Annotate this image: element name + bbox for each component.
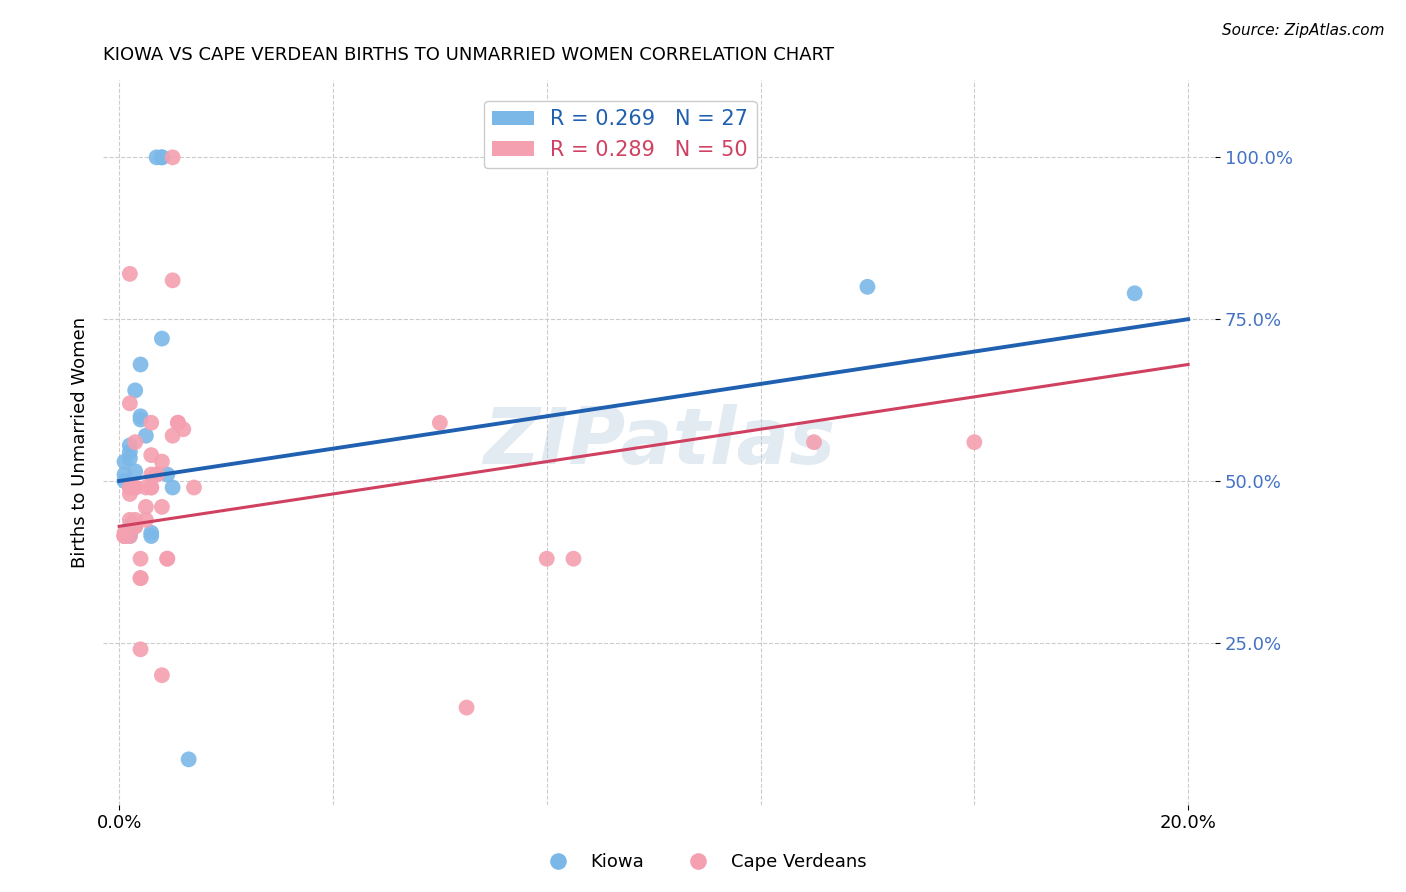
Point <box>1123 286 1146 301</box>
Point <box>156 551 179 566</box>
Point <box>124 464 146 478</box>
Point <box>129 409 152 424</box>
Point <box>150 150 173 164</box>
Point <box>156 551 179 566</box>
Point <box>562 551 585 566</box>
Point <box>150 668 173 682</box>
Point <box>135 513 157 527</box>
Point <box>141 481 163 495</box>
Legend: Kiowa, Cape Verdeans: Kiowa, Cape Verdeans <box>533 847 873 879</box>
Point <box>141 529 163 543</box>
Point <box>162 273 184 287</box>
Text: KIOWA VS CAPE VERDEAN BIRTHS TO UNMARRIED WOMEN CORRELATION CHART: KIOWA VS CAPE VERDEAN BIRTHS TO UNMARRIE… <box>103 46 834 64</box>
Point <box>118 396 141 410</box>
Point <box>118 529 141 543</box>
Point <box>129 551 152 566</box>
Point <box>118 445 141 459</box>
Text: Source: ZipAtlas.com: Source: ZipAtlas.com <box>1222 23 1385 38</box>
Point <box>150 150 173 164</box>
Point <box>141 448 163 462</box>
Point <box>150 332 173 346</box>
Point <box>167 416 190 430</box>
Point <box>124 519 146 533</box>
Point <box>145 467 167 482</box>
Point <box>124 384 146 398</box>
Point <box>141 525 163 540</box>
Point <box>456 700 478 714</box>
Legend: R = 0.269   N = 27, R = 0.289   N = 50: R = 0.269 N = 27, R = 0.289 N = 50 <box>484 101 756 168</box>
Point <box>129 642 152 657</box>
Point <box>172 422 194 436</box>
Point <box>167 416 190 430</box>
Point <box>124 513 146 527</box>
Point <box>118 525 141 540</box>
Point <box>536 551 558 566</box>
Point <box>135 500 157 514</box>
Point <box>150 454 173 468</box>
Point <box>118 519 141 533</box>
Point <box>141 416 163 430</box>
Point <box>118 487 141 501</box>
Point <box>129 412 152 426</box>
Point <box>114 529 136 543</box>
Point <box>118 267 141 281</box>
Point <box>145 150 167 164</box>
Point <box>114 529 136 543</box>
Point <box>114 525 136 540</box>
Point <box>114 454 136 468</box>
Point <box>114 467 136 482</box>
Point <box>114 474 136 488</box>
Point <box>129 571 152 585</box>
Point <box>141 481 163 495</box>
Point <box>135 428 157 442</box>
Point <box>118 438 141 452</box>
Point <box>162 150 184 164</box>
Point <box>118 529 141 543</box>
Text: ZIPatlas: ZIPatlas <box>482 404 835 480</box>
Point <box>183 481 205 495</box>
Point <box>177 752 200 766</box>
Point <box>118 481 141 495</box>
Point <box>429 416 451 430</box>
Point <box>124 519 146 533</box>
Point <box>150 500 173 514</box>
Point <box>129 358 152 372</box>
Point <box>129 571 152 585</box>
Point <box>114 529 136 543</box>
Point <box>118 481 141 495</box>
Y-axis label: Births to Unmarried Women: Births to Unmarried Women <box>72 317 89 567</box>
Point <box>124 435 146 450</box>
Point <box>162 481 184 495</box>
Point <box>135 481 157 495</box>
Point <box>856 280 879 294</box>
Point <box>145 467 167 482</box>
Point <box>803 435 825 450</box>
Point <box>124 519 146 533</box>
Point <box>124 481 146 495</box>
Point <box>156 467 179 482</box>
Point <box>118 451 141 466</box>
Point <box>118 513 141 527</box>
Point <box>114 529 136 543</box>
Point <box>162 428 184 442</box>
Point <box>141 467 163 482</box>
Point <box>963 435 986 450</box>
Point <box>124 481 146 495</box>
